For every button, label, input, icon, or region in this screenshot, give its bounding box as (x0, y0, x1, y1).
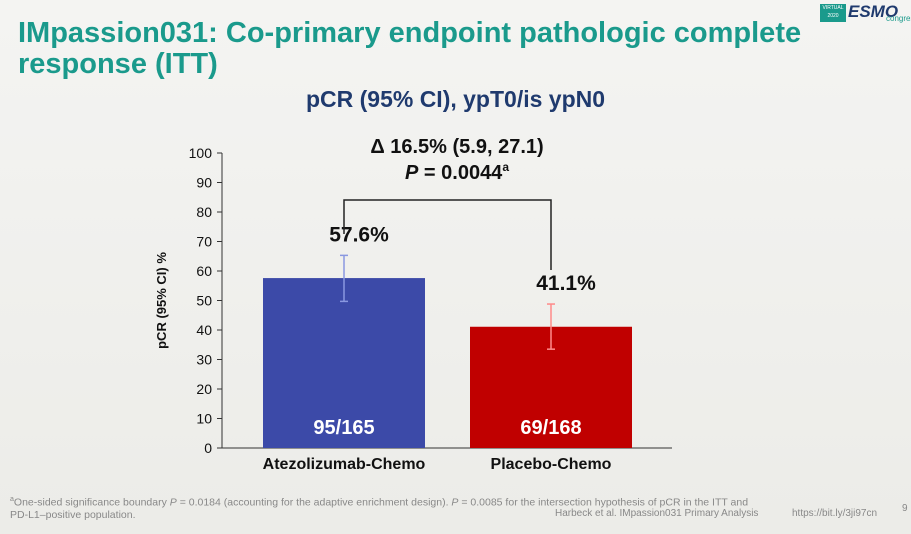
logo-text: VIRTUAL (822, 5, 844, 11)
slide-title: IMpassion031: Co-primary endpoint pathol… (18, 17, 802, 80)
y-tick-label: 60 (196, 263, 212, 279)
logo-tag: congress (886, 14, 911, 23)
y-tick-label: 30 (196, 352, 212, 368)
page-number: 9 (902, 503, 908, 514)
y-axis-label: pCR (95% CI) % (154, 252, 169, 349)
footnote-line: PD-L1–positive population. (10, 508, 136, 521)
footnote-text: One-sided significance boundary (13, 496, 170, 509)
footnote-text: P (451, 496, 459, 509)
y-tick-label: 20 (196, 381, 212, 397)
footnote-text: = 0.0184 (accounting for the adaptive en… (176, 496, 452, 509)
footnote-line: aOne-sided significance boundary P = 0.0… (10, 494, 748, 509)
x-tick-label: Atezolizumab-Chemo (263, 456, 426, 473)
value-label: 41.1% (536, 272, 596, 295)
y-tick-label: 0 (204, 440, 212, 456)
y-tick-label: 50 (196, 293, 212, 309)
footnote: aOne-sided significance boundary P = 0.0… (10, 494, 748, 521)
y-tick-label: 90 (196, 175, 212, 191)
bracket (343, 199, 552, 270)
annotation: P = 0.0044a (405, 160, 509, 184)
chart-subtitle: pCR (95% CI), ypT0/is ypN0 (305, 86, 606, 112)
value-label: 57.6% (329, 223, 389, 246)
logo: VIRTUAL 2020 ESMO congress (820, 2, 911, 24)
y-tick-label: 70 (196, 234, 212, 250)
logo-text: 2020 (827, 13, 839, 19)
y-tick-label: 100 (189, 145, 213, 161)
annotation-part: = 0.0044 (418, 162, 503, 184)
citation: Harbeck et al. IMpassion031 Primary Anal… (555, 508, 759, 519)
annotation-part: P (405, 162, 419, 184)
annotation-part: a (502, 160, 509, 174)
y-tick-label: 80 (196, 204, 212, 220)
y-tick-label: 10 (196, 411, 212, 427)
footnote-mark: a (10, 496, 14, 503)
x-tick-label: Placebo-Chemo (491, 456, 612, 473)
bar-label: 95/165 (313, 417, 374, 439)
y-tick-label: 40 (196, 322, 212, 338)
logo-badge: VIRTUAL 2020 (820, 4, 846, 22)
footnote-text: P (169, 496, 177, 509)
bar (263, 278, 425, 448)
footnote-text: = 0.0085 for the intersection hypothesis… (458, 496, 749, 509)
bar-label: 69/168 (520, 417, 581, 439)
logo-brand: ESMO (848, 2, 899, 21)
annotation: Δ 16.5% (5.9, 27.1) (370, 136, 543, 158)
url: https://bit.ly/3ji97cn (792, 508, 878, 519)
